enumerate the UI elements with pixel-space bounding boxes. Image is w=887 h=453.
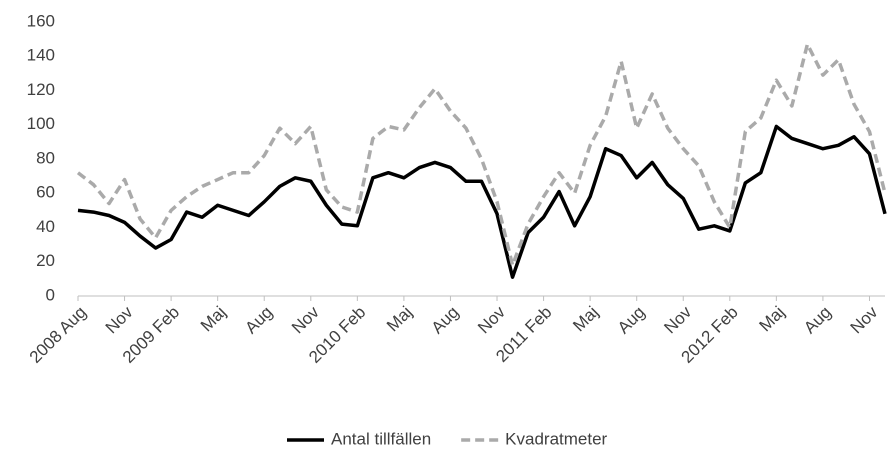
y-tick-label: 20 [36, 251, 55, 270]
x-tick-label: Nov [847, 302, 882, 337]
x-tick-label: 2008 Aug [26, 303, 90, 367]
series-line [76, 42, 887, 267]
y-tick-label: 100 [27, 114, 55, 133]
x-tick-label: Nov [102, 302, 137, 337]
legend-label: Kvadratmeter [505, 429, 607, 448]
x-tick-label: Maj [383, 303, 416, 336]
y-tick-label: 160 [27, 11, 55, 30]
x-tick-label: Aug [428, 303, 463, 338]
x-tick-label: Aug [614, 303, 649, 338]
x-tick-label: Aug [241, 303, 276, 338]
legend: Antal tillfällen Kvadratmeter [287, 429, 608, 448]
x-tick-label: Aug [800, 303, 835, 338]
x-tick-label: Maj [569, 303, 602, 336]
x-tick-label: Maj [756, 303, 789, 336]
y-tick-label: 140 [27, 46, 55, 65]
x-tick-label: Nov [474, 302, 509, 337]
y-tick-label: 40 [36, 217, 55, 236]
y-tick-label: 80 [36, 148, 55, 167]
legend-label: Antal tillfällen [331, 429, 431, 448]
y-tick-label: 0 [46, 285, 55, 304]
y-tick-label: 60 [36, 183, 55, 202]
series-line [77, 124, 887, 279]
x-tick-label: Nov [288, 302, 323, 337]
y-tick-label: 120 [27, 80, 55, 99]
x-tick-label: Nov [660, 302, 695, 337]
x-tick-label: Maj [197, 303, 230, 336]
